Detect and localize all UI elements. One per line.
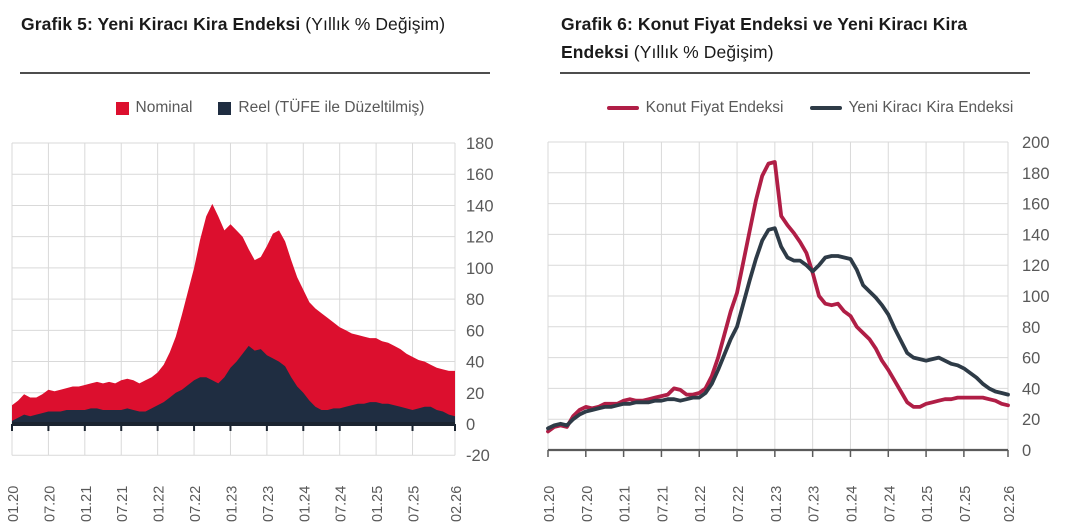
y-tick-label: 180 [466, 135, 494, 153]
x-tick-label: 01.23 [225, 486, 241, 522]
legend-item-nominal: Nominal [115, 99, 193, 117]
x-tick-label: 01.21 [79, 486, 95, 522]
y-tick-label: 140 [1022, 226, 1050, 244]
grafik5-chart: 180 160 140 120 100 80 60 40 20 0 -20 01.20 07.20 01.… [6, 135, 494, 522]
yeni-kiraci-line-icon [809, 106, 842, 110]
x-tick-label: 07.25 [407, 486, 423, 522]
nominal-square-icon [115, 101, 129, 115]
reel-square-icon [218, 101, 232, 115]
grafik6-title-rule [560, 72, 1030, 74]
y-tick-label: 100 [466, 260, 494, 278]
grafik5-panel: Grafik 5: Yeni Kiracı Kira Endeksi (Yıll… [0, 10, 540, 522]
y-tick-label: 80 [466, 291, 484, 309]
grafik5-title-main: Grafik 5: Yeni Kiracı Kira Endeksi [21, 14, 301, 34]
x-tick-label: 07.21 [115, 486, 131, 522]
x-tick-label: 01.21 [618, 486, 634, 522]
x-tick-label: 07.21 [655, 486, 671, 522]
legend-label: Reel (TÜFE ile Düzeltilmiş) [238, 99, 425, 116]
x-tick-label: 07.22 [188, 486, 204, 522]
grafik5-legend: Nominal Reel (TÜFE ile Düzeltilmiş) [0, 99, 540, 117]
y-tick-label: 40 [1022, 380, 1040, 398]
x-tick-label: 01.25 [920, 486, 936, 522]
y-tick-label: 60 [1022, 350, 1040, 368]
y-tick-label: 60 [466, 322, 484, 340]
y-tick-label: -20 [466, 447, 490, 465]
y-tick-label: 20 [466, 385, 484, 403]
x-tick-label: 02.26 [1002, 486, 1018, 522]
legend-item-konut: Konut Fiyat Endeksi [606, 99, 784, 117]
y-tick-label: 200 [1022, 134, 1050, 152]
y-tick-label: 140 [466, 197, 494, 215]
series-line-1 [546, 226, 1010, 431]
series-area-0 [12, 203, 455, 424]
x-tick-label: 07.22 [731, 486, 747, 522]
x-tick-label: 01.25 [370, 486, 386, 522]
y-tick-label: 100 [1022, 288, 1050, 306]
grafik6-title: Grafik 6: Konut Fiyat Endeksi ve Yeni Ki… [561, 10, 999, 66]
grafik6-title-subtitle: (Yıllık % Değişim) [628, 42, 774, 62]
y-tick-label: 0 [466, 416, 475, 434]
x-tick-label: 07.23 [807, 486, 823, 522]
x-tick-label: 01.24 [297, 486, 313, 522]
y-tick-label: 40 [466, 354, 484, 372]
grafik6-legend: Konut Fiyat Endeksi Yeni Kiracı Kira End… [540, 99, 1080, 117]
x-tick-label: 07.23 [261, 486, 277, 522]
legend-item-yeni-kiraci: Yeni Kiracı Kira Endeksi [809, 99, 1014, 117]
grafik5-title-subtitle: (Yıllık % Değişim) [300, 14, 446, 34]
grafik6-panel: Grafik 6: Konut Fiyat Endeksi ve Yeni Ki… [540, 0, 1080, 529]
y-tick-label: 180 [1022, 165, 1050, 183]
legend-label: Nominal [135, 99, 193, 116]
x-tick-label: 07.24 [334, 486, 350, 522]
y-tick-label: 160 [466, 166, 494, 184]
x-tick-label: 01.23 [769, 486, 785, 522]
x-tick-label: 07.20 [580, 486, 596, 522]
legend-label: Yeni Kiracı Kira Endeksi [848, 99, 1014, 116]
y-tick-label: 0 [1022, 442, 1031, 460]
x-tick-label: 02.26 [449, 486, 465, 522]
grafik5-title-rule [20, 72, 490, 74]
x-tick-label: 01.20 [6, 486, 22, 522]
y-tick-label: 20 [1022, 411, 1040, 429]
gridlines [547, 141, 1009, 451]
x-tick-label: 01.22 [693, 486, 709, 522]
series-line-0 [546, 160, 1010, 434]
grafik6-title-main: Grafik 6: Konut Fiyat Endeksi ve Yeni Ki… [561, 14, 968, 62]
x-tick-label: 01.20 [542, 486, 558, 522]
x-tick-label: 07.25 [958, 486, 974, 522]
y-tick-label: 120 [466, 229, 494, 247]
y-tick-label: 120 [1022, 257, 1050, 275]
konut-line-icon [606, 106, 639, 110]
x-tick-label: 07.20 [42, 486, 58, 522]
x-tick-label: 01.22 [152, 486, 168, 522]
series-area-1 [12, 345, 455, 424]
x-tick-label: 01.24 [845, 486, 861, 522]
grafik5-title: Grafik 5: Yeni Kiracı Kira Endeksi (Yıll… [21, 10, 459, 38]
y-tick-label: 160 [1022, 196, 1050, 214]
legend-item-reel: Reel (TÜFE ile Düzeltilmiş) [218, 99, 424, 117]
y-tick-label: 80 [1022, 319, 1040, 337]
x-tick-label: 07.24 [882, 486, 898, 522]
legend-label: Konut Fiyat Endeksi [645, 99, 784, 116]
